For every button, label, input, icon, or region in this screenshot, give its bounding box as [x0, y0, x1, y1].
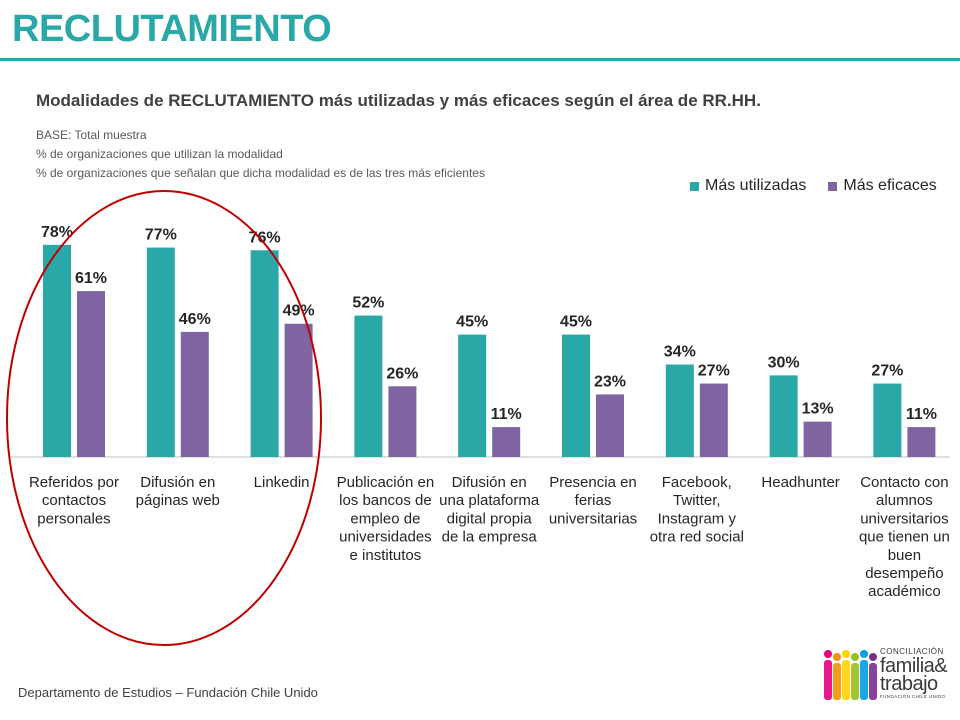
bar-effective-5: [596, 394, 624, 457]
category-label-1: Difusión en páginas web: [136, 474, 220, 509]
data-label-effective-7: 13%: [802, 401, 834, 418]
chart-legend: Más utilizadas Más eficaces: [690, 177, 959, 195]
data-label-effective-8: 11%: [906, 406, 937, 423]
bar-used-1: [146, 247, 175, 457]
logo-text: CONCILIACIÓN familia& trabajo FUNDACIÓN …: [880, 647, 948, 700]
logo-figure-head-1: [833, 653, 841, 661]
data-label-used-7: 30%: [768, 354, 800, 371]
logo-figure-head-5: [869, 653, 877, 661]
logo-figure-head-0: [824, 650, 832, 658]
bar-used-4: [458, 334, 487, 457]
bar-effective-4: [492, 427, 521, 457]
category-label-2: Linkedin: [254, 474, 310, 491]
category-label-5: Presencia en ferias universitarias: [549, 474, 637, 527]
bar-used-3: [354, 315, 383, 457]
bar-effective-6: [699, 383, 728, 457]
category-label-8: Contacto con alumnos universitarios que tie…: [859, 474, 950, 600]
category-label-3: Publicación en los bancos de empleo de univ…: [337, 474, 435, 564]
note-used: % de organizaciones que utilizan la moda…: [36, 147, 283, 161]
bar-used-2: [250, 250, 279, 457]
legend-label-used: Más utilizadas: [705, 177, 807, 194]
data-label-effective-3: 26%: [386, 365, 418, 382]
category-label-6: Facebook, Twitter, Instagram y otra red soc…: [650, 474, 744, 546]
data-label-used-6: 34%: [664, 344, 696, 361]
note-effective: % de organizaciones que señalan que dich…: [36, 166, 485, 180]
data-label-used-1: 77%: [145, 227, 177, 244]
legend-item-used: Más utilizadas: [690, 177, 806, 195]
category-label-0: Referidos por contactos personales: [29, 474, 119, 527]
highlight-ellipse: [6, 190, 322, 646]
bar-used-7: [769, 375, 798, 457]
data-label-used-0: 78%: [41, 224, 73, 241]
logo-line-2: familia&: [880, 655, 948, 677]
logo-figure-head-3: [851, 653, 859, 661]
footer-text: Departamento de Estudios – Fundación Chi…: [18, 685, 318, 700]
logo-figures-icon: [824, 650, 877, 700]
logo-line-1: CONCILIACIÓN: [880, 647, 944, 656]
bar-effective-1: [180, 331, 209, 457]
bar-effective-2: [284, 323, 313, 457]
logo-line-3: trabajo: [880, 673, 938, 695]
page-title: RECLUTAMIENTO: [12, 8, 332, 50]
bar-effective-0: [77, 291, 105, 457]
data-label-effective-6: 27%: [698, 363, 730, 380]
conciliacion-logo: CONCILIACIÓN familia& trabajo FUNDACIÓN …: [818, 644, 950, 706]
bar-effective-7: [803, 421, 832, 457]
bar-used-6: [665, 364, 694, 457]
legend-swatch-effective: [828, 181, 838, 191]
category-label-4: Difusión en una plataforma digital propia d…: [439, 474, 540, 546]
legend-item-effective: Más eficaces: [828, 177, 937, 195]
legend-swatch-used: [690, 181, 699, 191]
data-label-used-4: 45%: [456, 314, 488, 331]
data-label-effective-4: 11%: [491, 406, 522, 423]
logo-figure-body-2: [842, 660, 850, 700]
bar-effective-3: [388, 386, 417, 457]
category-label-7: Headhunter: [761, 474, 839, 491]
logo-figure-head-4: [860, 650, 868, 658]
logo-figure-body-5: [869, 663, 877, 700]
data-label-effective-5: 23%: [594, 373, 626, 390]
chart-notes: BASE: Total muestra % de organizaciones …: [36, 126, 485, 183]
bar-used-5: [562, 334, 590, 457]
note-base: BASE: Total muestra: [36, 128, 147, 142]
bar-used-0: [43, 244, 71, 457]
chart-title: Modalidades de RECLUTAMIENTO más utiliza…: [36, 91, 761, 110]
logo-figure-body-3: [851, 663, 859, 700]
data-label-effective-1: 46%: [179, 311, 211, 328]
logo-figure-head-2: [842, 650, 850, 658]
logo-figure-body-4: [860, 660, 868, 700]
legend-label-effective: Más eficaces: [843, 177, 937, 194]
data-label-effective-2: 49%: [283, 303, 315, 320]
data-label-effective-0: 61%: [75, 270, 107, 287]
bar-used-8: [873, 383, 902, 457]
data-label-used-3: 52%: [352, 295, 384, 312]
data-label-used-8: 27%: [871, 363, 903, 380]
logo-line-4: FUNDACIÓN CHILE UNIDO: [880, 694, 946, 699]
logo-figure-body-0: [824, 660, 832, 700]
logo-figure-body-1: [833, 663, 841, 700]
title-rule: [0, 58, 960, 61]
data-label-used-5: 45%: [560, 314, 592, 331]
bar-effective-8: [907, 427, 936, 457]
